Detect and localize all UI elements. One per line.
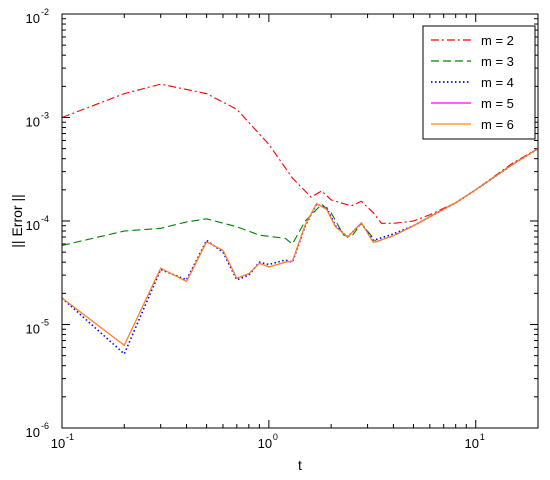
x-tick-label-base: 10 [464,436,478,451]
y-tick-label-base: 10 [26,11,40,26]
plot-frame [61,13,539,429]
y-tick-label: 10 -6 [26,421,49,440]
legend-label: m = 5 [481,96,514,111]
x-tick-label-base: 10 [51,436,65,451]
legend-item: m = 5 [431,96,514,111]
series-line-m3 [61,148,539,247]
y-tick-label-base: 10 [26,115,40,130]
y-tick-label-exponent: -4 [41,214,49,224]
x-tick-label-exponent: 1 [480,432,485,442]
legend-label: m = 6 [481,117,514,132]
y-tick-label-base: 10 [26,218,40,233]
y-tick-label-base: 10 [26,425,40,440]
y-axis-label: || Error || [9,194,25,247]
series-line-m6 [61,148,539,347]
y-tick-label: 10 -4 [26,214,49,233]
x-tick-label-base: 10 [258,436,272,451]
x-tick-label-exponent: 0 [273,432,278,442]
y-tick-label: 10 -3 [26,111,49,130]
legend-item: m = 6 [431,117,514,132]
x-tick-label: 10 1 [464,432,484,451]
x-tick-label-exponent: -1 [66,432,74,442]
legend-label: m = 3 [481,54,514,69]
legend-item: m = 2 [431,33,514,48]
x-axis-label: t [298,457,302,473]
legend: m = 2 m = 3 m = 4 m = 5 m = 6 [422,25,536,140]
y-tick-label: 10 -2 [26,7,49,26]
legend-label: m = 4 [481,75,514,90]
y-tick-label: 10 -5 [26,318,49,337]
y-tick-label-exponent: -3 [41,111,49,121]
x-tick-label: 10 -1 [51,432,74,451]
legend-label: m = 2 [481,33,514,48]
legend-box [422,25,536,140]
y-tick-label-exponent: -5 [41,318,49,328]
legend-item: m = 3 [431,54,514,69]
series-layer [61,83,539,356]
x-tick-label: 10 0 [258,432,278,451]
tick-labels: 10 -1 10 0 10 110 -610 -510 -410 -310 -2 [26,7,485,451]
y-tick-label-exponent: -2 [41,7,49,17]
y-tick-label-exponent: -6 [41,421,49,431]
legend-item: m = 4 [431,75,514,90]
y-tick-label-base: 10 [26,322,40,337]
series-line-m2 [61,83,539,224]
ticks-layer [61,13,539,429]
